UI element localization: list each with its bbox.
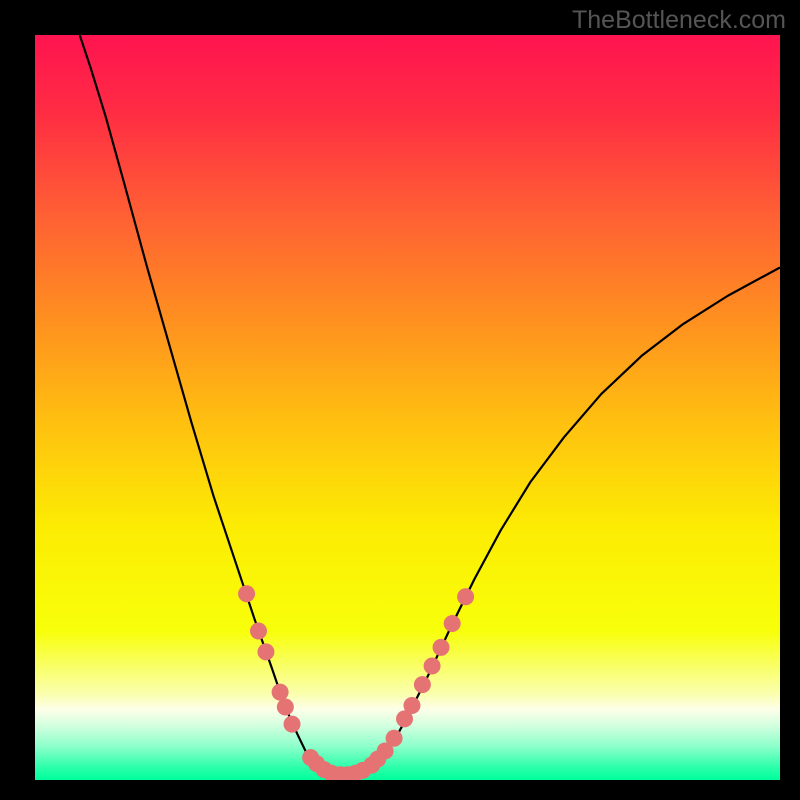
data-marker xyxy=(457,588,474,605)
watermark-text: TheBottleneck.com xyxy=(572,6,786,35)
data-marker xyxy=(414,676,431,693)
data-marker xyxy=(238,585,255,602)
data-marker xyxy=(284,716,301,733)
data-marker xyxy=(250,623,267,640)
data-marker xyxy=(444,615,461,632)
data-marker xyxy=(386,730,403,747)
chart-plot-area xyxy=(35,35,780,780)
data-marker xyxy=(277,698,294,715)
data-marker xyxy=(433,639,450,656)
data-marker xyxy=(257,643,274,660)
data-marker xyxy=(424,658,441,675)
chart-background xyxy=(35,35,780,780)
data-marker xyxy=(403,697,420,714)
data-marker xyxy=(272,684,289,701)
